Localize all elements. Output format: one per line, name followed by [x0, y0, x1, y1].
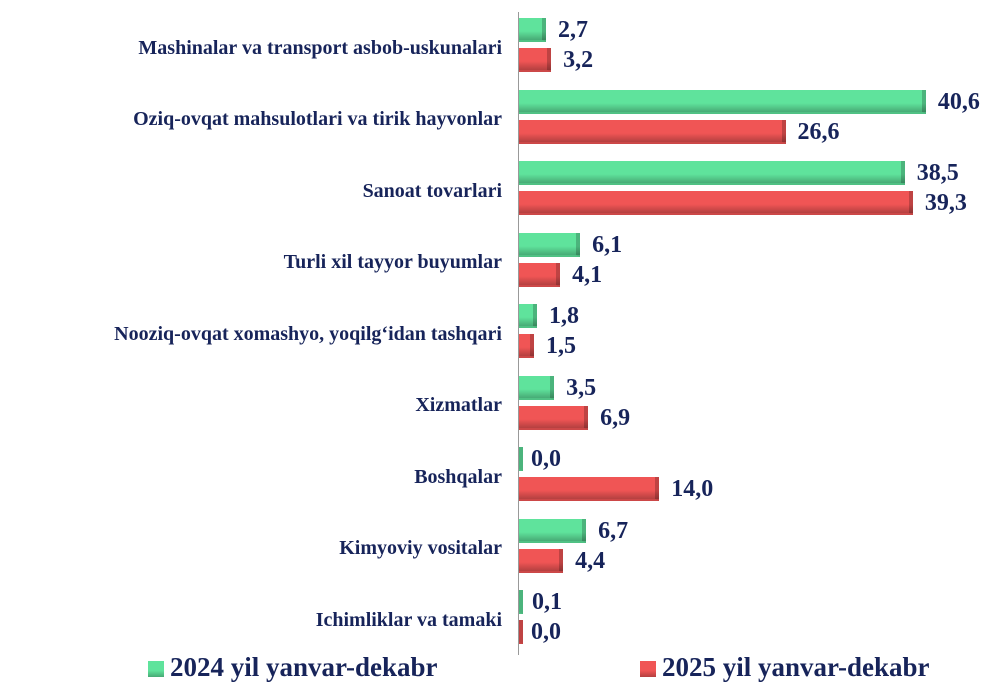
value-label: 3,2 [563, 47, 594, 73]
category-label: Mashinalar va transport asbob-uskunalari [138, 36, 502, 59]
category-label-box: Xizmatlar [12, 370, 502, 442]
category-label-box: Ichimliklar va tamaki [12, 584, 502, 656]
bar [519, 477, 660, 501]
value-label: 0,1 [532, 589, 562, 615]
bar [519, 48, 552, 72]
value-label: 6,7 [598, 517, 629, 544]
legend-swatch [148, 661, 164, 677]
bar [519, 447, 523, 471]
bar [519, 232, 581, 257]
legend-label: 2024 yil yanvar-dekabr [170, 652, 438, 682]
category-label: Kimyoviy vositalar [339, 537, 502, 560]
bar [519, 18, 547, 42]
category-label: Oziq-ovqat mahsulotlari va tirik hayvonl… [133, 108, 502, 131]
category-label-box: Nooziq-ovqat xomashyo, yoqilg‘idan tashq… [12, 298, 502, 370]
category-label-box: Mashinalar va transport asbob-uskunalari [12, 12, 502, 84]
value-label: 26,6 [797, 118, 840, 145]
category-label-box: Sanoat tovarlari [12, 155, 502, 227]
value-label: 1,5 [546, 333, 577, 359]
value-label: 39,3 [924, 190, 967, 216]
legend-label: 2025 yil yanvar-dekabr [662, 652, 930, 682]
category-label: Turli xil tayyor buyumlar [283, 251, 502, 274]
bar [519, 191, 913, 215]
bar [519, 620, 523, 644]
category-label-box: Turli xil tayyor buyumlar [12, 227, 502, 299]
bar [519, 518, 587, 543]
value-label: 1,8 [549, 303, 580, 329]
bar [519, 405, 589, 430]
bar [519, 262, 561, 287]
value-label: 3,5 [566, 374, 597, 401]
legend-swatch [640, 661, 656, 677]
value-label: 40,6 [937, 88, 980, 115]
category-label: Boshqalar [414, 465, 502, 488]
category-label-box: Boshqalar [12, 441, 502, 513]
category-label-box: Oziq-ovqat mahsulotlari va tirik hayvonl… [12, 84, 502, 156]
value-label: 6,1 [592, 231, 623, 258]
value-label: 0,0 [531, 446, 561, 472]
bar [519, 548, 564, 573]
category-label-box: Kimyoviy vositalar [12, 513, 502, 585]
bar [519, 590, 523, 614]
category-label: Xizmatlar [415, 394, 502, 417]
bar [519, 334, 535, 358]
bar [519, 375, 555, 400]
value-label: 6,9 [600, 404, 631, 431]
axis-line [518, 12, 519, 655]
value-label: 14,0 [671, 476, 714, 502]
bar [519, 304, 538, 328]
value-label: 4,1 [572, 261, 603, 288]
bar [519, 119, 786, 144]
category-label: Ichimliklar va tamaki [315, 608, 502, 631]
bar [519, 161, 905, 185]
bar [519, 89, 926, 114]
category-label: Sanoat tovarlari [362, 179, 502, 202]
value-label: 4,4 [575, 547, 606, 574]
value-label: 0,0 [531, 619, 561, 645]
value-label: 2,7 [558, 17, 589, 43]
value-label: 38,5 [916, 160, 959, 186]
category-label: Nooziq-ovqat xomashyo, yoqilg‘idan tashq… [114, 322, 502, 345]
